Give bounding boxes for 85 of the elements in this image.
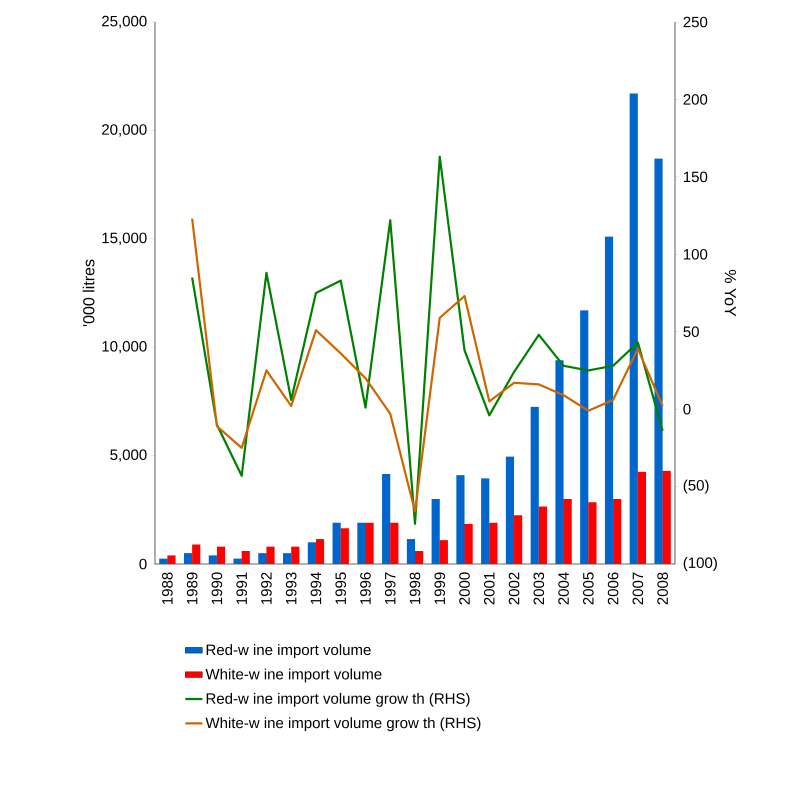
bar xyxy=(332,522,341,564)
bar xyxy=(580,310,588,564)
bar xyxy=(564,498,572,564)
bar xyxy=(456,475,465,564)
x-tick-label: 1998 xyxy=(410,572,420,604)
x-tick-label: 1990 xyxy=(212,572,222,604)
bar xyxy=(588,502,597,564)
bar xyxy=(258,553,266,564)
x-tick-label: 1996 xyxy=(360,572,371,604)
y2-tick-label: (50) xyxy=(684,480,709,494)
x-tick-label: 1992 xyxy=(261,572,272,604)
x-tick-label: 1989 xyxy=(186,572,198,604)
bar xyxy=(266,546,275,564)
bar xyxy=(242,550,250,564)
bar xyxy=(316,539,324,564)
bar xyxy=(291,546,300,564)
y-tick-label: 20,000 xyxy=(102,124,147,137)
y-tick-label: 10,000 xyxy=(102,341,147,354)
bar xyxy=(604,236,614,564)
x-tick-label: 1999 xyxy=(434,572,446,604)
bar xyxy=(613,498,622,564)
x-tick-label: 1995 xyxy=(335,572,346,604)
line-series xyxy=(191,218,664,512)
x-tick-label: 2002 xyxy=(508,572,520,604)
x-tick-label: 1997 xyxy=(384,572,396,604)
y2-tick-label: 100 xyxy=(684,248,708,260)
bar xyxy=(464,524,473,564)
y-tick-label: 0 xyxy=(139,558,147,570)
legend-label: White-w ine import volume xyxy=(206,668,382,682)
bar xyxy=(530,406,539,564)
bar xyxy=(357,522,366,564)
y-tick-label: 15,000 xyxy=(102,232,147,245)
y2-tick-label: 250 xyxy=(684,16,708,28)
y-tick-label: 5,000 xyxy=(110,449,147,462)
x-tick-label: 2000 xyxy=(459,572,470,604)
x-tick-label: 2007 xyxy=(632,572,644,604)
y2-tick-label: 200 xyxy=(684,94,708,105)
y2-tick-label: 0 xyxy=(683,404,691,414)
bar xyxy=(233,558,242,564)
bar xyxy=(440,540,448,564)
x-tick-label: 1994 xyxy=(310,572,322,604)
x-tick-label: 1991 xyxy=(236,572,247,604)
bar xyxy=(555,360,564,564)
bar xyxy=(654,158,663,564)
bar xyxy=(159,558,168,564)
bar xyxy=(538,506,547,564)
bar xyxy=(208,555,217,564)
bar xyxy=(283,553,292,564)
legend-label: White-w ine import volume grow th (RHS) xyxy=(206,717,480,732)
bar xyxy=(415,550,424,564)
bar xyxy=(192,544,200,564)
y2-tick-label: 50 xyxy=(683,326,699,338)
y2-axis-title: % YoY xyxy=(724,270,736,316)
x-tick-label: 1988 xyxy=(162,572,173,604)
bar xyxy=(382,474,390,564)
y-tick-label: 25,000 xyxy=(102,16,147,28)
line-series xyxy=(191,156,664,525)
x-tick-label: 2008 xyxy=(657,572,668,604)
bar xyxy=(216,546,226,564)
bar xyxy=(406,539,415,564)
bar xyxy=(390,522,398,564)
x-tick-label: 2004 xyxy=(558,572,569,604)
y2-tick-label: (100) xyxy=(684,557,717,571)
bar xyxy=(514,515,522,564)
bar xyxy=(308,542,316,564)
y-axis-title: '000 litres xyxy=(82,260,94,326)
legend-label: Red-w ine import volume grow th (RHS) xyxy=(206,692,470,707)
x-tick-label: 2001 xyxy=(484,572,495,604)
bar xyxy=(432,498,440,564)
bar xyxy=(506,456,514,564)
bar xyxy=(184,553,192,564)
bar xyxy=(167,555,176,564)
bar xyxy=(365,522,374,564)
legend-label: Red-w ine import volume xyxy=(206,644,371,658)
x-tick-label: 2005 xyxy=(583,572,594,604)
bar xyxy=(481,478,490,564)
x-tick-label: 2006 xyxy=(608,572,618,604)
x-tick-label: 2003 xyxy=(533,572,544,604)
bar xyxy=(489,522,498,564)
bar xyxy=(340,528,349,564)
y2-tick-label: 150 xyxy=(684,172,708,182)
x-tick-label: 1993 xyxy=(286,572,296,604)
bar xyxy=(662,470,671,564)
bar xyxy=(638,472,646,564)
bar xyxy=(630,94,638,564)
